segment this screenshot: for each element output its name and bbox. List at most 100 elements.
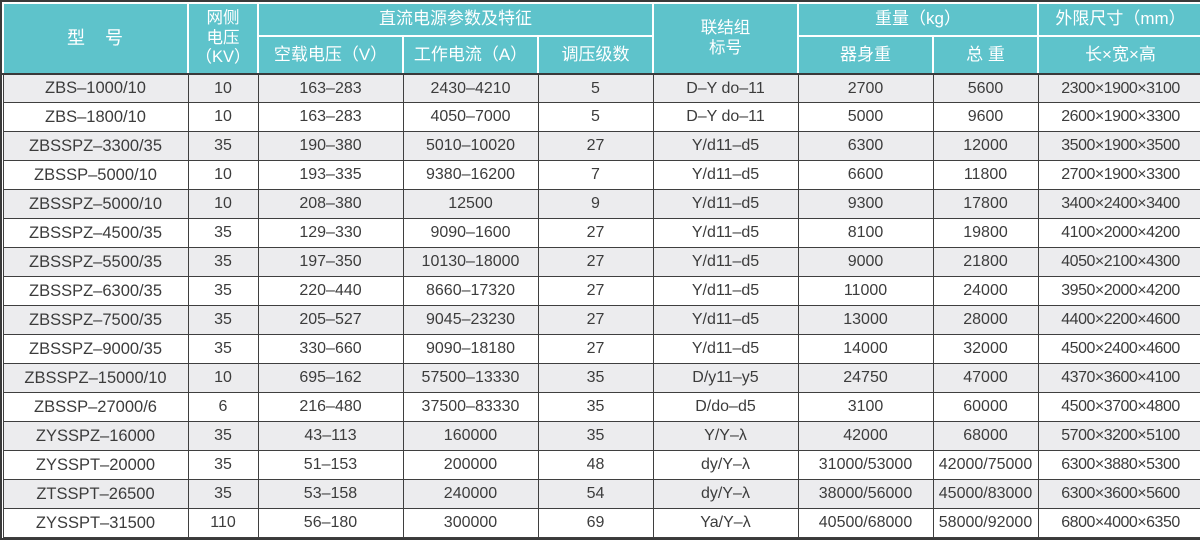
cell-connection_group: Y/d11–d5 xyxy=(652,247,799,278)
cell-connection_group: Ya/Y–λ xyxy=(652,508,799,538)
header-sub-row: 空载电压（V） 工作电流（A） 调压级数 器身重 总 重 长×宽×高 xyxy=(3,35,1200,75)
cell-model: ZBSSPZ–7500/35 xyxy=(2,305,189,336)
cell-model: ZYSSPZ–16000 xyxy=(2,421,189,452)
cell-working_current_a: 9090–18180 xyxy=(402,334,539,365)
cell-grid_voltage_kv: 35 xyxy=(187,218,259,249)
cell-no_load_voltage_v: 163–283 xyxy=(257,73,404,104)
cell-grid_voltage_kv: 10 xyxy=(187,102,259,133)
cell-regulation_steps: 9 xyxy=(537,189,654,220)
cell-model: ZYSSPT–31500 xyxy=(2,508,189,538)
header-dc-params-group: 直流电源参数及特征 xyxy=(257,2,654,37)
cell-working_current_a: 12500 xyxy=(402,189,539,220)
cell-connection_group: Y/d11–d5 xyxy=(652,131,799,162)
cell-regulation_steps: 35 xyxy=(537,392,654,423)
cell-dimensions_mm: 4100×2000×4200 xyxy=(1037,218,1200,249)
cell-connection_group: Y/d11–d5 xyxy=(652,160,799,191)
cell-connection_group: D/y11–y5 xyxy=(652,363,799,394)
cell-dimensions_mm: 5700×3200×5100 xyxy=(1037,421,1200,452)
cell-working_current_a: 2430–4210 xyxy=(402,73,539,104)
cell-connection_group: D–Y do–11 xyxy=(652,102,799,133)
cell-grid_voltage_kv: 110 xyxy=(187,508,259,538)
cell-body_weight_kg: 40500/68000 xyxy=(797,508,934,538)
cell-grid_voltage_kv: 35 xyxy=(187,421,259,452)
header-dimensions-group: 外限尺寸（mm） xyxy=(1037,2,1200,37)
cell-model: ZYSSPT–20000 xyxy=(2,450,189,481)
cell-grid_voltage_kv: 10 xyxy=(187,160,259,191)
cell-body_weight_kg: 11000 xyxy=(797,276,934,307)
cell-connection_group: dy/Y–λ xyxy=(652,479,799,510)
cell-no_load_voltage_v: 330–660 xyxy=(257,334,404,365)
cell-working_current_a: 300000 xyxy=(402,508,539,538)
header-no-load-voltage: 空载电压（V） xyxy=(257,35,404,75)
header-dimensions-sub: 长×宽×高 xyxy=(1037,35,1200,75)
cell-working_current_a: 57500–13330 xyxy=(402,363,539,394)
cell-regulation_steps: 35 xyxy=(537,363,654,394)
cell-regulation_steps: 69 xyxy=(537,508,654,538)
table-row: ZBS–1000/10 10 163–283 2430–4210 5 D–Y do–11 2… xyxy=(2,73,1200,104)
table-row: ZBSSPZ–5500/35 35 197–350 10130–18000 27 Y/d1… xyxy=(2,247,1200,278)
cell-dimensions_mm: 3500×1900×3500 xyxy=(1037,131,1200,162)
table-row: ZBS–1800/10 10 163–283 4050–7000 5 D–Y do–11 5… xyxy=(2,102,1200,133)
cell-model: ZBS–1800/10 xyxy=(2,102,189,133)
cell-working_current_a: 4050–7000 xyxy=(402,102,539,133)
cell-no_load_voltage_v: 129–330 xyxy=(257,218,404,249)
table-row: ZBSSP–27000/6 6 216–480 37500–83330 35 D/do–d… xyxy=(2,392,1200,423)
table-row: ZBSSPZ–7500/35 35 205–527 9045–23230 27 Y/d11… xyxy=(2,305,1200,336)
cell-dimensions_mm: 4400×2200×4600 xyxy=(1037,305,1200,336)
cell-dimensions_mm: 4500×2400×4600 xyxy=(1037,334,1200,365)
table-row: ZYSSPT–20000 35 51–153 200000 48 dy/Y–λ 31000/… xyxy=(2,450,1200,481)
cell-total_weight_kg: 21800 xyxy=(932,247,1039,278)
cell-connection_group: Y/d11–d5 xyxy=(652,189,799,220)
cell-working_current_a: 8660–17320 xyxy=(402,276,539,307)
cell-grid_voltage_kv: 35 xyxy=(187,305,259,336)
cell-total_weight_kg: 11800 xyxy=(932,160,1039,191)
header-connection-group: 联结组 标号 xyxy=(652,2,799,75)
cell-body_weight_kg: 31000/53000 xyxy=(797,450,934,481)
cell-grid_voltage_kv: 35 xyxy=(187,450,259,481)
cell-body_weight_kg: 38000/56000 xyxy=(797,479,934,510)
cell-regulation_steps: 54 xyxy=(537,479,654,510)
cell-working_current_a: 200000 xyxy=(402,450,539,481)
cell-regulation_steps: 27 xyxy=(537,276,654,307)
cell-no_load_voltage_v: 51–153 xyxy=(257,450,404,481)
cell-no_load_voltage_v: 43–113 xyxy=(257,421,404,452)
cell-model: ZBSSP–27000/6 xyxy=(2,392,189,423)
table-row: ZBSSPZ–5000/10 10 208–380 12500 9 Y/d11–d5 930… xyxy=(2,189,1200,220)
cell-total_weight_kg: 45000/83000 xyxy=(932,479,1039,510)
cell-dimensions_mm: 4500×3700×4800 xyxy=(1037,392,1200,423)
cell-model: ZBSSPZ–3300/35 xyxy=(2,131,189,162)
cell-no_load_voltage_v: 193–335 xyxy=(257,160,404,191)
cell-grid_voltage_kv: 35 xyxy=(187,247,259,278)
cell-model: ZBSSP–5000/10 xyxy=(2,160,189,191)
header-regulation-steps: 调压级数 xyxy=(537,35,654,75)
table-row: ZBSSP–5000/10 10 193–335 9380–16200 7 Y/d11–d… xyxy=(2,160,1200,191)
cell-regulation_steps: 7 xyxy=(537,160,654,191)
cell-no_load_voltage_v: 53–158 xyxy=(257,479,404,510)
header-model: 型 号 xyxy=(2,2,189,75)
table-row: ZTSSPT–26500 35 53–158 240000 54 dy/Y–λ 38000/… xyxy=(2,479,1200,510)
cell-body_weight_kg: 5000 xyxy=(797,102,934,133)
cell-body_weight_kg: 9300 xyxy=(797,189,934,220)
cell-grid_voltage_kv: 35 xyxy=(187,334,259,365)
cell-connection_group: Y/d11–d5 xyxy=(652,218,799,249)
cell-no_load_voltage_v: 205–527 xyxy=(257,305,404,336)
cell-working_current_a: 37500–83330 xyxy=(402,392,539,423)
cell-working_current_a: 10130–18000 xyxy=(402,247,539,278)
cell-regulation_steps: 27 xyxy=(537,334,654,365)
table-header: 型 号 网侧 电压 （KV） 直流电源参数及特征 联结组 标号 重量（kg） 外… xyxy=(2,2,1200,75)
cell-body_weight_kg: 3100 xyxy=(797,392,934,423)
cell-no_load_voltage_v: 220–440 xyxy=(257,276,404,307)
cell-dimensions_mm: 6300×3600×5600 xyxy=(1037,479,1200,510)
table-row: ZBSSPZ–6300/35 35 220–440 8660–17320 27 Y/d11… xyxy=(2,276,1200,307)
cell-total_weight_kg: 60000 xyxy=(932,392,1039,423)
table-row: ZBSSPZ–3300/35 35 190–380 5010–10020 27 Y/d11… xyxy=(2,131,1200,162)
cell-regulation_steps: 27 xyxy=(537,218,654,249)
header-total-weight: 总 重 xyxy=(932,35,1039,75)
cell-grid_voltage_kv: 35 xyxy=(187,276,259,307)
cell-working_current_a: 9380–16200 xyxy=(402,160,539,191)
cell-body_weight_kg: 8100 xyxy=(797,218,934,249)
cell-total_weight_kg: 58000/92000 xyxy=(932,508,1039,538)
cell-total_weight_kg: 32000 xyxy=(932,334,1039,365)
cell-total_weight_kg: 47000 xyxy=(932,363,1039,394)
